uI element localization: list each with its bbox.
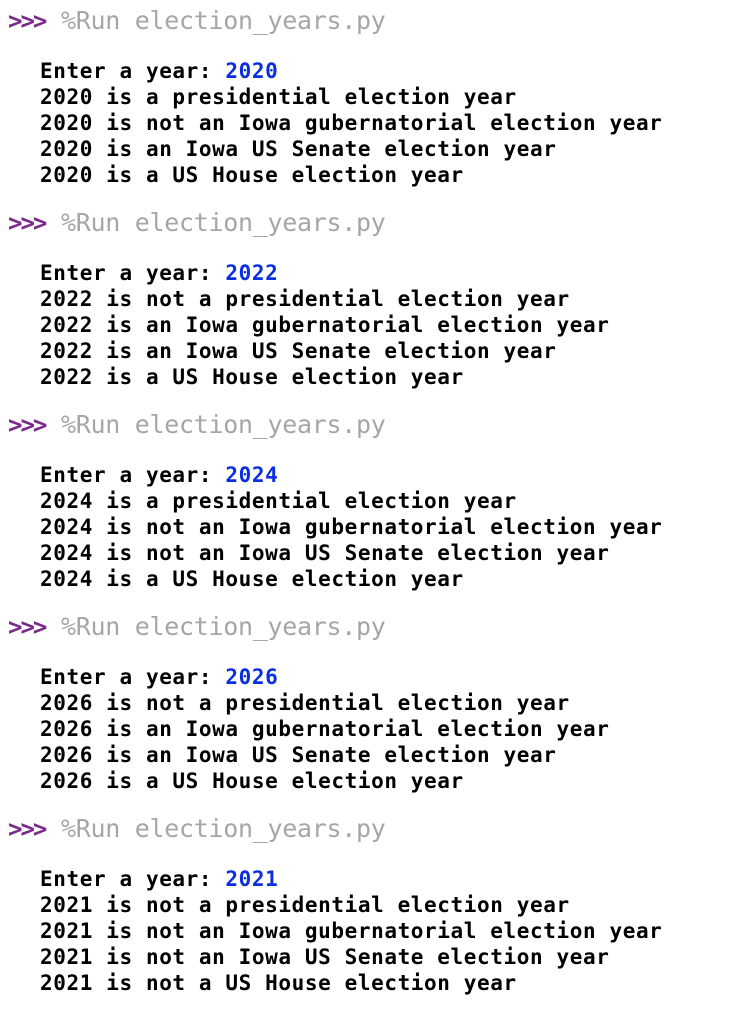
user-input-year: 2026 [225, 665, 279, 689]
output-line: 2024 is a US House election year [40, 567, 464, 591]
output-line: 2021 is not a US House election year [40, 971, 517, 995]
output-line: 2021 is not an Iowa US Senate election y… [40, 945, 610, 969]
output-line: 2021 is not a presidential election year [40, 893, 570, 917]
program-output: Enter a year: 2022 2022 is not a preside… [0, 240, 736, 390]
output-line: 2022 is an Iowa gubernatorial election y… [40, 313, 610, 337]
run-command: %Run election_years.py [61, 410, 386, 439]
user-input-year: 2022 [225, 261, 279, 285]
output-line: 2026 is a US House election year [40, 769, 464, 793]
program-output: Enter a year: 2021 2021 is not a preside… [0, 846, 736, 996]
input-line: Enter a year: 2024 [40, 462, 736, 488]
program-output: Enter a year: 2020 2020 is a presidentia… [0, 38, 736, 188]
output-line: 2022 is an Iowa US Senate election year [40, 339, 557, 363]
shell-prompt: >>> [8, 209, 47, 237]
run-command: %Run election_years.py [61, 6, 386, 35]
output-line: 2020 is a presidential election year [40, 85, 517, 109]
input-line: Enter a year: 2020 [40, 58, 736, 84]
run-block: >>> %Run election_years.py Enter a year:… [0, 812, 736, 1014]
input-prompt-label: Enter a year: [40, 59, 226, 83]
run-command: %Run election_years.py [61, 612, 386, 641]
output-line: 2024 is not an Iowa gubernatorial electi… [40, 515, 663, 539]
command-line: >>> %Run election_years.py [0, 812, 736, 846]
command-line: >>> %Run election_years.py [0, 610, 736, 644]
command-line: >>> %Run election_years.py [0, 206, 736, 240]
run-block: >>> %Run election_years.py Enter a year:… [0, 610, 736, 812]
output-line: 2024 is a presidential election year [40, 489, 517, 513]
program-output: Enter a year: 2026 2026 is not a preside… [0, 644, 736, 794]
shell-prompt: >>> [8, 411, 47, 439]
input-line: Enter a year: 2026 [40, 664, 736, 690]
output-line: 2020 is a US House election year [40, 163, 464, 187]
command-line: >>> %Run election_years.py [0, 4, 736, 38]
program-output: Enter a year: 2024 2024 is a presidentia… [0, 442, 736, 592]
user-input-year: 2020 [225, 59, 279, 83]
output-line: 2026 is an Iowa gubernatorial election y… [40, 717, 610, 741]
run-block: >>> %Run election_years.py Enter a year:… [0, 206, 736, 408]
user-input-year: 2021 [225, 867, 279, 891]
output-line: 2020 is not an Iowa gubernatorial electi… [40, 111, 663, 135]
input-line: Enter a year: 2022 [40, 260, 736, 286]
input-prompt-label: Enter a year: [40, 261, 226, 285]
input-prompt-label: Enter a year: [40, 665, 226, 689]
run-block: >>> %Run election_years.py Enter a year:… [0, 408, 736, 610]
output-line: 2026 is an Iowa US Senate election year [40, 743, 557, 767]
output-line: 2022 is a US House election year [40, 365, 464, 389]
output-line: 2022 is not a presidential election year [40, 287, 570, 311]
output-line: 2020 is an Iowa US Senate election year [40, 137, 557, 161]
run-block: >>> %Run election_years.py Enter a year:… [0, 4, 736, 206]
input-line: Enter a year: 2021 [40, 866, 736, 892]
output-line: 2024 is not an Iowa US Senate election y… [40, 541, 610, 565]
run-command: %Run election_years.py [61, 208, 386, 237]
shell-prompt: >>> [8, 613, 47, 641]
user-input-year: 2024 [225, 463, 279, 487]
input-prompt-label: Enter a year: [40, 867, 226, 891]
output-line: 2021 is not an Iowa gubernatorial electi… [40, 919, 663, 943]
run-command: %Run election_years.py [61, 814, 386, 843]
command-line: >>> %Run election_years.py [0, 408, 736, 442]
shell-prompt: >>> [8, 7, 47, 35]
output-line: 2026 is not a presidential election year [40, 691, 570, 715]
shell-prompt: >>> [8, 815, 47, 843]
input-prompt-label: Enter a year: [40, 463, 226, 487]
